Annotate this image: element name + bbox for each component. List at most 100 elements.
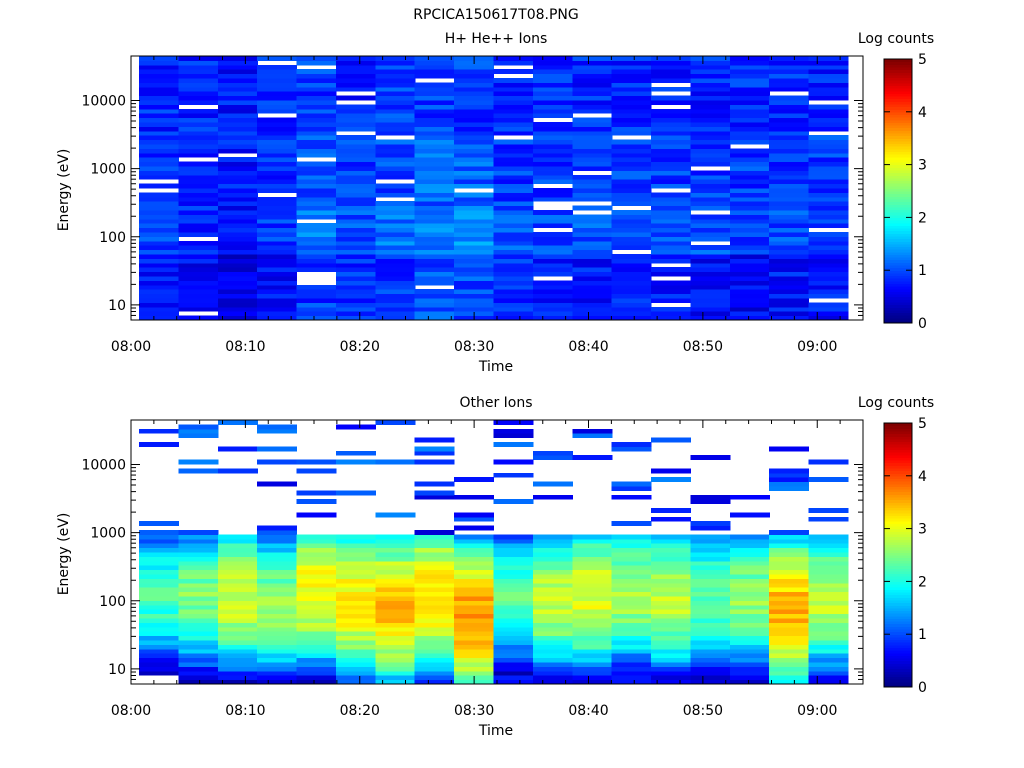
heatmap-cell	[493, 192, 534, 198]
heatmap-cell	[178, 262, 219, 268]
heatmap-cell	[335, 538, 376, 544]
colorbar-segment	[884, 444, 912, 448]
heatmap-cell	[139, 148, 179, 154]
heatmap-cell	[690, 262, 731, 268]
heatmap-cell	[729, 73, 770, 79]
heatmap-cell	[808, 622, 849, 628]
heatmap-cell	[414, 587, 455, 593]
heatmap-cell	[454, 298, 495, 303]
heatmap-cell	[729, 653, 770, 659]
heatmap-cell	[493, 223, 534, 229]
heatmap-cell	[532, 289, 573, 295]
heatmap-cell	[257, 126, 298, 132]
heatmap-cell	[611, 174, 652, 180]
heatmap-cell	[611, 108, 652, 114]
heatmap-cell	[808, 183, 849, 189]
heatmap-cell	[690, 666, 731, 672]
heatmap-cell	[690, 86, 731, 92]
heatmap-cell	[257, 280, 298, 286]
heatmap-cell	[651, 144, 692, 149]
heatmap-cell	[178, 56, 219, 61]
heatmap-cell	[493, 609, 534, 615]
heatmap-cell	[572, 306, 613, 312]
heatmap-cell	[532, 174, 573, 180]
heatmap-cell	[335, 302, 376, 308]
heatmap-cell	[335, 56, 376, 61]
heatmap-cell	[217, 596, 258, 601]
heatmap-cell	[651, 626, 692, 632]
heatmap-cell	[414, 644, 455, 650]
heatmap-cell	[375, 104, 416, 110]
heatmap-cell	[572, 293, 613, 299]
heatmap-cell	[611, 547, 652, 553]
heatmap-cell	[414, 569, 455, 575]
heatmap-cell	[375, 512, 416, 518]
heatmap-cell	[178, 565, 219, 571]
heatmap-cell	[611, 635, 652, 641]
heatmap-cell	[454, 91, 495, 97]
heatmap-cell	[769, 152, 810, 158]
heatmap-cell	[217, 587, 258, 593]
heatmap-cell	[651, 161, 692, 167]
colorbar-segment	[884, 668, 912, 672]
heatmap-cell	[493, 276, 534, 281]
heatmap-cell	[690, 675, 731, 681]
heatmap-cell	[651, 565, 692, 571]
heatmap-cell	[217, 662, 258, 667]
heatmap-cell	[257, 289, 298, 295]
heatmap-cell	[454, 657, 495, 663]
heatmap-cell	[296, 126, 337, 132]
heatmap-cell	[454, 653, 495, 659]
heatmap-cell	[611, 64, 652, 70]
colorbar-segment	[884, 631, 912, 635]
colorbar-segment	[884, 259, 912, 263]
heatmap-cell	[139, 166, 179, 171]
heatmap-cell	[651, 508, 692, 513]
colorbar-segment	[884, 475, 912, 480]
heatmap-cell	[532, 232, 573, 237]
colorbar-segment	[884, 251, 912, 255]
heatmap-cell	[139, 82, 179, 88]
heatmap-cell	[375, 201, 416, 207]
heatmap-cell	[257, 170, 298, 176]
heatmap-cell	[217, 196, 258, 202]
heatmap-cell	[414, 135, 455, 141]
heatmap-cell	[217, 578, 258, 584]
heatmap-cell	[493, 657, 534, 663]
colorbar-segment	[884, 164, 912, 168]
heatmap-cell	[493, 587, 534, 593]
heatmap-cell	[178, 210, 219, 215]
heatmap-cell	[690, 249, 731, 255]
heatmap-cell	[729, 117, 770, 123]
heatmap-cell	[139, 657, 179, 663]
heatmap-cell	[257, 139, 298, 145]
heatmap-cell	[769, 108, 810, 114]
heatmap-cell	[414, 86, 455, 92]
x-tick-label: 08:30	[454, 339, 494, 355]
heatmap-cell	[493, 547, 534, 553]
heatmap-cell	[729, 289, 770, 295]
heatmap-cell	[414, 166, 455, 171]
heatmap-cell	[217, 73, 258, 79]
heatmap-cell	[572, 653, 613, 659]
heatmap-cell	[375, 626, 416, 632]
heatmap-cell	[296, 662, 337, 667]
heatmap-cell	[769, 188, 810, 193]
heatmap-cell	[532, 86, 573, 92]
heatmap-cell	[257, 183, 298, 189]
heatmap-cell	[257, 267, 298, 273]
heatmap-cell	[178, 179, 219, 185]
heatmap-cell	[769, 166, 810, 171]
colorbar-segment	[884, 315, 912, 319]
colorbar-tick-label: 3	[918, 158, 927, 174]
heatmap-cell	[690, 600, 731, 606]
heatmap-cell	[611, 245, 652, 251]
heatmap-cell	[454, 82, 495, 88]
heatmap-cell	[178, 78, 219, 83]
heatmap-cell	[414, 648, 455, 654]
heatmap-cell	[611, 152, 652, 158]
panel-title: Other Ions	[459, 395, 532, 411]
colorbar-segment	[884, 671, 912, 675]
heatmap-cell	[454, 174, 495, 180]
